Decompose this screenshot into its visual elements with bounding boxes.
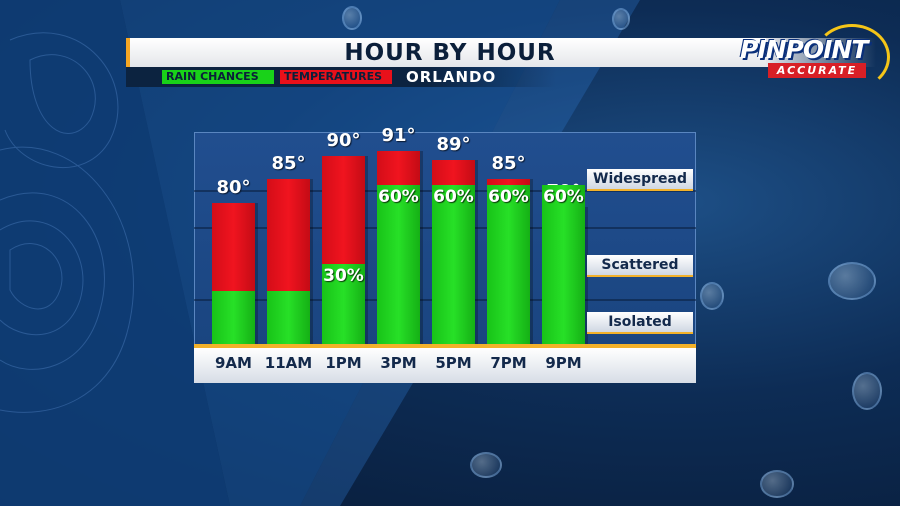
rain-chance-label: 60%: [433, 187, 474, 207]
title-bar: HOUR BY HOUR: [126, 38, 770, 67]
rain-chance-bar: [542, 185, 585, 344]
logo-arc-icon: [814, 24, 890, 90]
legend-bar: RAIN CHANCES TEMPERATURES ORLANDO: [126, 67, 556, 87]
page-title: HOUR BY HOUR: [344, 40, 556, 66]
rain-chance-bar: [267, 291, 310, 344]
station-logo: PINPOINT ACCURATE: [738, 24, 890, 90]
raindrop-decoration: [760, 470, 794, 498]
x-tick-label: 11AM: [264, 354, 313, 372]
raindrop-decoration: [342, 6, 362, 30]
temperature-label: 85°: [491, 153, 526, 174]
rain-chance-bar: [212, 291, 255, 344]
x-tick-label: 7PM: [490, 354, 527, 372]
x-tick-label: 9AM: [215, 354, 252, 372]
rain-chance-bar: [487, 185, 530, 344]
rain-chance-bar: [322, 264, 365, 344]
raindrop-decoration: [852, 372, 882, 410]
logo-pinpoint-text: PINPOINT: [740, 35, 868, 64]
raindrop-decoration: [828, 262, 876, 300]
level-label-isolated: Isolated: [587, 312, 693, 334]
logo-accurate-text: ACCURATE: [768, 63, 866, 78]
rain-chance-label: 60%: [378, 187, 419, 207]
temperature-label: 89°: [436, 134, 471, 155]
raindrop-decoration: [700, 282, 724, 310]
rain-chance-label: 30%: [323, 266, 364, 286]
temperature-label: 85°: [271, 153, 306, 174]
raindrop-decoration: [612, 8, 630, 30]
temperature-label: 90°: [326, 130, 361, 151]
x-tick-label: 3PM: [380, 354, 417, 372]
rain-chance-label: 60%: [543, 187, 584, 207]
x-tick-label: 5PM: [435, 354, 472, 372]
rain-chance-label: 60%: [488, 187, 529, 207]
temperature-label: 80°: [216, 177, 251, 198]
level-label-widespread: Widespread: [587, 169, 693, 191]
temperature-label: 91°: [381, 125, 416, 146]
legend-temperatures: TEMPERATURES: [280, 70, 392, 84]
x-axis: [194, 348, 696, 383]
legend-rain-chances: RAIN CHANCES: [162, 70, 274, 84]
x-tick-label: 1PM: [325, 354, 362, 372]
x-tick-label: 9PM: [545, 354, 582, 372]
raindrop-decoration: [470, 452, 502, 478]
rain-chance-bar: [432, 185, 475, 344]
chart-baseline: [194, 344, 696, 348]
level-label-scattered: Scattered: [587, 255, 693, 277]
location-label: ORLANDO: [406, 68, 497, 86]
chart-panel: 80°85°90°30%91°60%89°60%85°60%79°60% Wid…: [194, 125, 696, 383]
rain-chance-bar: [377, 185, 420, 344]
